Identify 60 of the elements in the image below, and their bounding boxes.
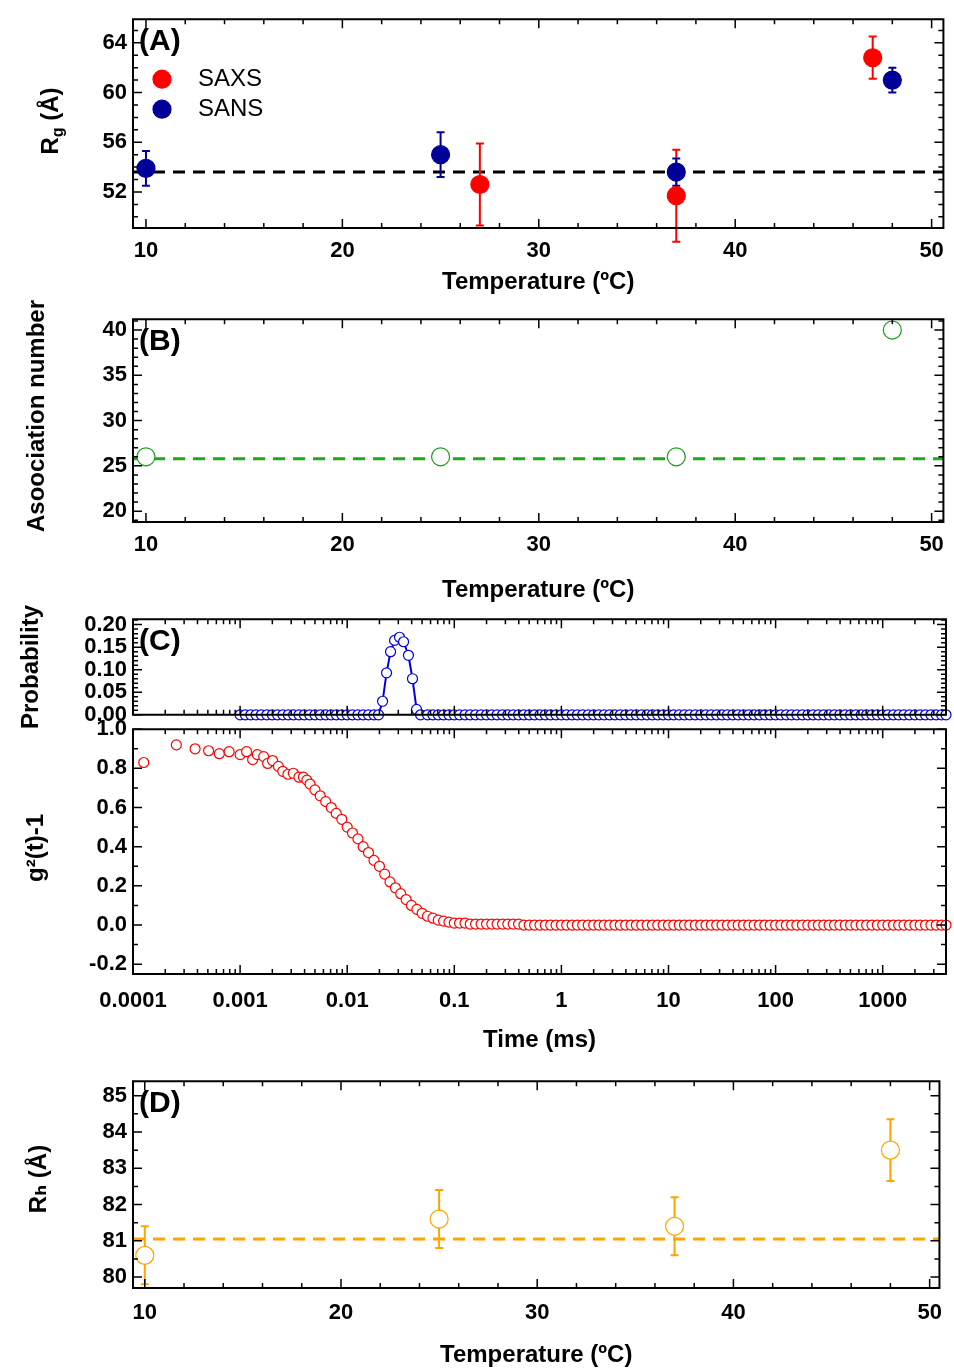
legend-label: SANS [198, 93, 264, 121]
annotation: (D) [139, 1085, 181, 1119]
x-tick-label: 40 [722, 237, 748, 263]
annotation: (C) [139, 623, 181, 657]
y-tick-label: 80 [102, 1263, 127, 1289]
x-tick-label: 50 [919, 531, 944, 557]
y-tick-label: 0.8 [96, 754, 127, 780]
y-tick-label: 52 [102, 178, 127, 204]
y-axis-title: Probability [16, 604, 43, 730]
y-tick-label: 20 [102, 497, 127, 523]
y-tick-label: 83 [102, 1154, 127, 1180]
annotation: (A) [139, 23, 181, 57]
x-tick-label: 10 [133, 531, 159, 557]
y-tick-label: 85 [102, 1081, 127, 1107]
x-tick-label: 50 [917, 1299, 942, 1325]
y-tick-label: 60 [102, 78, 127, 104]
y-tick-label: 0.05 [84, 678, 127, 704]
y-tick-label: 0.6 [96, 793, 127, 819]
annotation: (B) [139, 323, 181, 357]
x-tick-label: 0.0001 [99, 987, 167, 1013]
y-tick-label: 56 [102, 128, 127, 154]
x-tick-label: 10 [133, 237, 159, 263]
x-tick-label: 100 [757, 987, 794, 1013]
y-tick-label: 0.4 [96, 832, 128, 858]
x-tick-label: 20 [330, 531, 355, 557]
y-axis-title: Asoociation number [22, 299, 49, 533]
y-tick-label: 40 [102, 316, 127, 342]
y-tick-label: 81 [102, 1226, 127, 1252]
x-axis-title: Temperature (ºC) [442, 574, 635, 602]
x-tick-label: 0.001 [212, 987, 268, 1013]
y-tick-label: 25 [102, 451, 127, 477]
x-axis-title: Temperature (ºC) [440, 1339, 633, 1367]
y-tick-label: 30 [102, 406, 127, 432]
y-axis-title: Rₕ (Å) [24, 1144, 51, 1213]
x-tick-label: 30 [526, 237, 552, 263]
y-tick-label: 82 [102, 1190, 127, 1216]
x-tick-label: 30 [524, 1299, 550, 1325]
x-tick-label: 10 [132, 1299, 158, 1325]
y-tick-label: -0.2 [89, 950, 127, 976]
x-tick-label: 30 [526, 531, 552, 557]
x-tick-label: 1 [555, 987, 568, 1013]
x-tick-label: 40 [722, 531, 748, 557]
x-tick-label: 0.01 [325, 987, 369, 1013]
y-axis-title: g²(t)-1 [21, 814, 48, 882]
x-tick-label: 50 [919, 237, 944, 263]
x-axis-title: Time (ms) [483, 1024, 596, 1052]
x-tick-label: 40 [721, 1299, 746, 1325]
x-tick-label: 10 [656, 987, 681, 1013]
legend-label: SAXS [198, 63, 263, 91]
y-tick-label: 0.20 [84, 610, 127, 636]
x-tick-label: 1000 [858, 987, 908, 1013]
x-tick-label: 0.1 [439, 987, 470, 1013]
y-tick-label: 35 [102, 361, 127, 387]
x-tick-label: 20 [330, 237, 355, 263]
x-tick-label: 20 [328, 1299, 354, 1325]
y-tick-label: 84 [102, 1118, 128, 1144]
y-tick-label: 0.0 [96, 911, 127, 937]
y-tick-label: 0.2 [96, 871, 127, 897]
x-axis-title: Temperature (ºC) [442, 266, 635, 294]
y-tick-label: 64 [102, 28, 128, 54]
